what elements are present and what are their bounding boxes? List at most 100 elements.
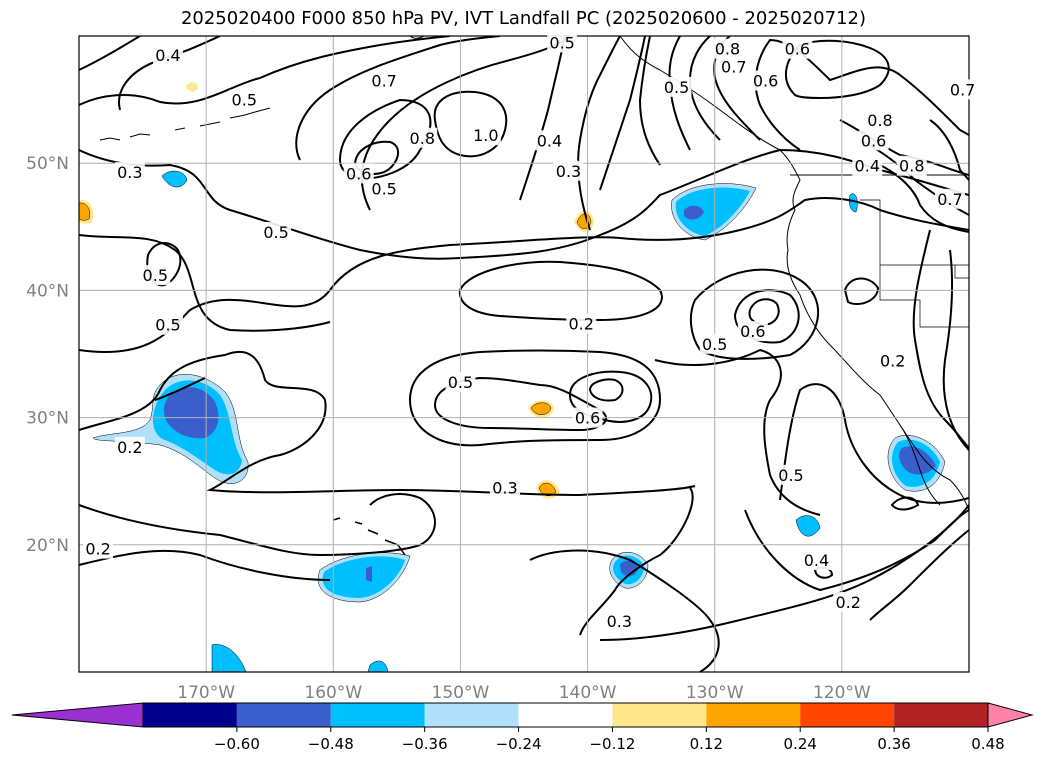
contour-label: 0.6 <box>343 163 374 184</box>
contour-line <box>843 277 880 306</box>
colorbar-extend-low <box>11 702 144 728</box>
contour-line <box>458 260 663 322</box>
svg-text:0.6: 0.6 <box>861 131 886 150</box>
colorbar-segment <box>800 703 895 727</box>
svg-text:0.8: 0.8 <box>715 40 740 59</box>
colorbar-tick-label: −0.60 <box>214 735 260 753</box>
contour-label: 0.5 <box>776 464 806 485</box>
aleutian-islands <box>99 107 271 141</box>
lat-tick-label: 50°N <box>26 154 69 174</box>
contour-line <box>654 348 821 516</box>
contour-label: 0.5 <box>547 32 578 53</box>
svg-text:0.5: 0.5 <box>143 266 168 285</box>
svg-text:0.6: 0.6 <box>346 164 371 183</box>
colorbar-segment <box>612 703 707 727</box>
lat-tick-label: 20°N <box>26 536 69 556</box>
svg-text:0.7: 0.7 <box>371 72 396 91</box>
svg-text:0.8: 0.8 <box>867 111 892 130</box>
contour-label: 0.2 <box>833 592 864 613</box>
contour-label: 0.8 <box>407 127 438 148</box>
colorbar: −0.60 −0.48 −0.36 −0.24 −0.12 0.12 0.24 0.36 0.4… <box>11 702 1034 753</box>
svg-text:0.4: 0.4 <box>537 131 562 150</box>
contour-line <box>154 377 206 401</box>
lon-tick-label: 160°W <box>304 683 362 703</box>
state-border <box>954 265 969 279</box>
contour-label: 0.4 <box>852 155 883 176</box>
lat-tick-label: 40°N <box>26 281 69 301</box>
contour-line <box>79 234 331 332</box>
negative-region-small <box>161 170 858 672</box>
contour-label: 0.5 <box>369 178 400 199</box>
contour-line <box>519 36 566 201</box>
svg-text:0.6: 0.6 <box>575 409 600 428</box>
svg-text:1.0: 1.0 <box>473 126 498 145</box>
svg-text:0.4: 0.4 <box>155 46 180 65</box>
negative-region-east-pacific <box>609 552 649 589</box>
svg-text:0.5: 0.5 <box>702 335 727 354</box>
lon-tick-label: 120°W <box>813 683 871 703</box>
contour-label: 0.8 <box>712 38 743 59</box>
colorbar-segment <box>706 703 801 727</box>
axis-tick-labels: 170°W 160°W 150°W 140°W 130°W 120°W 20°N 30°N 40… <box>26 154 871 703</box>
svg-text:0.6: 0.6 <box>753 72 778 91</box>
svg-text:0.5: 0.5 <box>778 466 803 485</box>
contour-line <box>579 487 694 636</box>
contour-label: 0.4 <box>801 550 832 571</box>
contour-label: 0.3 <box>489 477 520 498</box>
svg-text:0.5: 0.5 <box>232 91 257 110</box>
positive-regions <box>79 82 594 499</box>
state-border <box>879 265 969 328</box>
svg-text:0.2: 0.2 <box>568 314 593 333</box>
state-border <box>860 199 969 266</box>
lat-tick-label: 30°N <box>26 409 69 429</box>
svg-text:0.8: 0.8 <box>899 157 924 176</box>
svg-text:0.7: 0.7 <box>950 80 975 99</box>
svg-text:0.5: 0.5 <box>549 33 574 52</box>
lon-tick-label: 150°W <box>432 683 490 703</box>
negative-region-gulf-alaska <box>671 183 757 241</box>
negative-region-hawaii <box>318 552 411 603</box>
contour-label: 0.8 <box>896 155 927 176</box>
contour-label: 0.7 <box>947 79 978 100</box>
svg-text:0.2: 0.2 <box>880 351 905 370</box>
contour-label: 0.2 <box>83 538 114 559</box>
svg-text:0.4: 0.4 <box>855 157 880 176</box>
contour-line <box>744 509 969 592</box>
lon-tick-label: 140°W <box>559 683 617 703</box>
contour-line <box>79 197 969 353</box>
gridlines <box>79 36 969 672</box>
contour-line <box>754 38 969 151</box>
svg-text:0.2: 0.2 <box>85 540 110 559</box>
svg-text:0.4: 0.4 <box>804 551 829 570</box>
lon-tick-label: 170°W <box>177 683 235 703</box>
contour-label: 0.5 <box>153 314 183 335</box>
contour-line <box>869 529 969 621</box>
colorbar-tick-label: −0.12 <box>589 735 635 753</box>
contour-label: 0.7 <box>934 188 965 209</box>
map-title: 2025020400 F000 850 hPa PV, IVT Landfall… <box>180 8 867 29</box>
contour-line <box>748 298 780 327</box>
colorbar-tick-label: 0.24 <box>784 735 817 753</box>
contour-line <box>79 36 451 106</box>
colorbar-tick-label: −0.24 <box>496 735 542 753</box>
svg-text:0.5: 0.5 <box>448 373 473 392</box>
contour-line <box>929 119 969 181</box>
colorbar-segment <box>518 703 613 727</box>
contour-label: 0.5 <box>661 76 692 97</box>
colorbar-tick-label: 0.48 <box>971 735 1004 753</box>
contour-label: 0.7 <box>369 70 400 91</box>
contour-line <box>295 36 501 161</box>
svg-text:0.5: 0.5 <box>263 223 288 242</box>
contour-line <box>689 268 819 360</box>
colorbar-tick-label: 0.36 <box>877 735 910 753</box>
hawaiian-islands <box>332 517 406 556</box>
colorbar-segment <box>894 703 988 727</box>
contour-line <box>433 90 508 158</box>
contour-line <box>588 378 624 402</box>
colorbar-tick-label: −0.48 <box>308 735 354 753</box>
coastline <box>99 36 969 556</box>
contour-line <box>912 229 969 449</box>
contour-label: 0.5 <box>445 371 476 392</box>
negative-region-baja <box>887 435 946 492</box>
